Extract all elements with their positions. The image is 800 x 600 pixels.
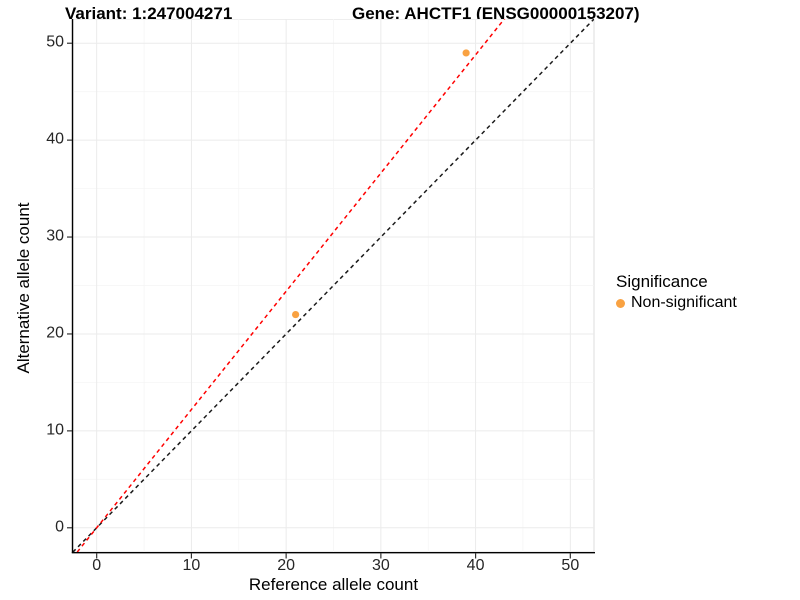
x-tick-label: 30: [371, 557, 390, 574]
x-tick-label: 40: [466, 557, 485, 574]
data-point: [462, 49, 470, 57]
legend-point-icon: [616, 298, 625, 308]
data-point: [292, 310, 300, 319]
legend-title: Significance: [616, 272, 708, 291]
y-tick-label: 50: [46, 33, 64, 51]
legend: Significance Non-significant: [616, 272, 737, 312]
y-tick-label: 40: [46, 130, 64, 148]
legend-item: Non-significant: [616, 294, 737, 312]
x-tick-label: 10: [182, 557, 201, 574]
x-axis-title: Reference allele count: [248, 575, 419, 594]
gene-title: Gene: AHCTF1 (ENSG00000153207): [352, 4, 640, 23]
plot-svg: [67, 19, 595, 559]
y-tick-label: 30: [46, 227, 64, 245]
x-tick-label: 50: [561, 557, 580, 574]
variant-title: Variant: 1:247004271: [65, 4, 233, 23]
y-tick-label: 20: [46, 324, 64, 342]
x-tick-label: 0: [92, 557, 102, 574]
y-tick-label: 0: [55, 518, 64, 536]
x-tick-label: 20: [277, 557, 296, 574]
y-tick-label: 10: [46, 421, 64, 439]
legend-item-label: Non-significant: [631, 294, 737, 311]
